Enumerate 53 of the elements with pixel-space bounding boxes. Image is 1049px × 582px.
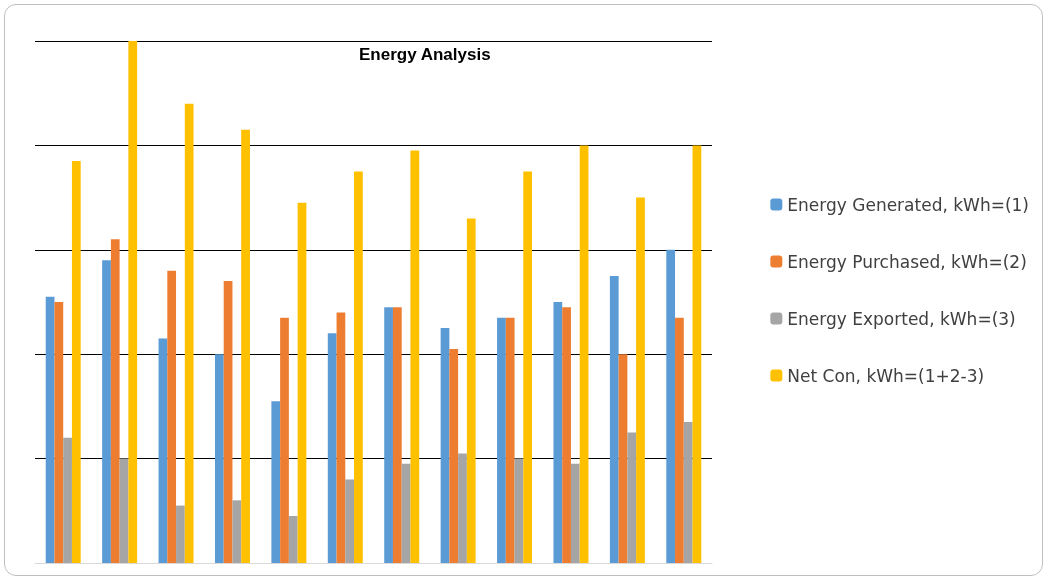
bar	[184, 103, 194, 563]
bar	[401, 463, 411, 563]
bar	[497, 317, 506, 563]
bar	[128, 41, 138, 563]
legend-label: Energy Exported, kWh=(3)	[787, 308, 1016, 329]
bar	[505, 317, 515, 563]
bar	[54, 302, 64, 563]
bar	[336, 312, 346, 563]
bar	[692, 145, 702, 563]
bar	[514, 458, 524, 563]
bar	[280, 317, 289, 563]
bar	[553, 302, 563, 563]
bar	[119, 458, 129, 563]
bar	[458, 453, 467, 563]
bar	[214, 354, 224, 563]
bar	[410, 150, 420, 563]
bar	[354, 171, 363, 563]
bar	[570, 463, 580, 563]
chart-title: Energy Analysis	[358, 45, 491, 64]
bar	[609, 275, 619, 563]
bar	[627, 432, 637, 563]
bar	[45, 296, 55, 563]
bar	[271, 401, 281, 563]
bar	[102, 260, 111, 563]
bar	[392, 307, 402, 563]
bar	[223, 281, 233, 563]
bar	[71, 161, 81, 563]
bar	[297, 202, 307, 563]
bar	[440, 328, 450, 563]
bar	[675, 317, 684, 563]
bar	[562, 307, 571, 563]
bar	[176, 505, 185, 563]
bar	[288, 516, 298, 563]
bar	[384, 307, 393, 563]
bar	[466, 218, 476, 563]
bar	[666, 249, 676, 563]
bar	[241, 129, 250, 563]
bar	[683, 422, 693, 563]
bar	[327, 333, 337, 563]
bar	[110, 239, 120, 563]
legend-label: Net Con, kWh=(1+2-3)	[787, 365, 985, 386]
bar	[63, 437, 72, 563]
bar	[523, 171, 533, 563]
bar	[618, 354, 628, 563]
bar	[167, 270, 177, 563]
bar	[232, 500, 242, 563]
bar	[158, 338, 168, 563]
bar	[345, 479, 355, 563]
bar	[449, 348, 459, 563]
legend-label: Energy Purchased, kWh=(2)	[787, 251, 1027, 272]
bar	[579, 145, 589, 563]
legend-label: Energy Generated, kWh=(1)	[787, 194, 1029, 215]
bar	[636, 197, 645, 563]
